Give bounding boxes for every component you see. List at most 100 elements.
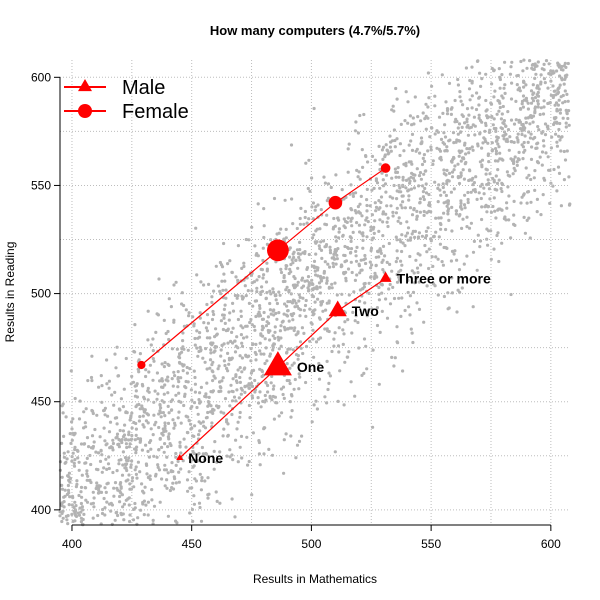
background-point [517,120,521,124]
background-point [486,141,490,145]
background-point [264,297,268,301]
background-point [193,336,197,341]
background-point [513,223,517,227]
background-point [458,290,462,294]
background-point [393,356,397,360]
background-point [120,493,124,497]
background-point [340,188,344,192]
background-point [528,122,532,126]
background-point [417,174,422,178]
background-point [155,371,159,375]
background-point [193,343,197,347]
background-point [302,308,306,312]
background-point [426,149,430,153]
background-point [392,183,396,188]
background-point [529,200,533,204]
background-point [116,374,121,378]
background-point [422,153,426,157]
background-point [294,301,298,305]
y-tick-label: 550 [31,178,51,192]
background-point [290,409,294,413]
background-point [202,321,206,325]
background-point [277,311,281,315]
background-point [127,503,131,507]
background-point [173,421,177,425]
background-point [312,403,316,407]
background-point [227,362,231,366]
background-point [253,328,257,332]
background-point [218,450,222,454]
background-point [415,167,419,171]
background-point [442,131,446,135]
background-point [266,383,270,388]
background-point [510,140,514,144]
background-point [331,265,336,269]
background-point [197,420,201,424]
background-point [433,180,437,184]
background-point [355,273,359,277]
background-point [76,456,80,460]
chart-title: How many computers (4.7%/5.7%) [210,23,420,38]
background-point [146,386,150,390]
background-point [349,260,353,264]
background-point [158,403,162,407]
background-point [552,122,556,127]
background-point [244,294,248,298]
background-point [567,203,572,207]
background-point [388,282,392,287]
background-point [80,473,84,477]
background-point [182,437,186,441]
background-point [342,224,346,228]
background-point [371,348,375,352]
background-point [330,349,334,354]
background-point [71,417,75,421]
background-point [542,176,546,180]
background-point [471,250,476,254]
background-point [525,218,529,222]
background-point [265,261,269,265]
background-point [447,171,452,175]
background-point [293,276,297,281]
background-point [72,464,77,468]
background-point [445,246,449,250]
background-point [370,154,375,158]
background-point [425,250,429,254]
background-point [363,223,367,227]
background-point [174,280,178,284]
background-point [134,465,138,469]
x-tick-label: 500 [301,537,321,551]
background-point [257,440,261,445]
background-point [212,467,216,471]
background-point [92,505,96,509]
background-point [554,101,559,105]
background-point [547,62,551,66]
background-point [162,450,166,454]
background-point [419,177,423,181]
background-point [86,474,90,478]
background-point [411,340,415,345]
background-point [561,93,565,98]
background-point [282,396,286,400]
background-point [365,209,369,213]
background-point [523,148,527,152]
background-point [444,193,448,198]
background-point [219,319,223,323]
female-legend-marker [78,104,92,118]
background-point [390,176,394,180]
background-point [133,438,137,442]
background-point [61,516,65,520]
background-point [415,217,419,221]
background-point [121,405,125,409]
background-point [346,246,351,251]
background-point [347,142,351,146]
background-point [533,96,538,100]
background-point [385,204,389,208]
background-point [332,344,336,348]
background-point [303,279,307,283]
background-point [374,209,378,213]
background-point [309,321,313,325]
background-point [459,204,463,208]
background-point [165,478,169,482]
background-point [334,239,338,243]
background-point [79,490,83,494]
